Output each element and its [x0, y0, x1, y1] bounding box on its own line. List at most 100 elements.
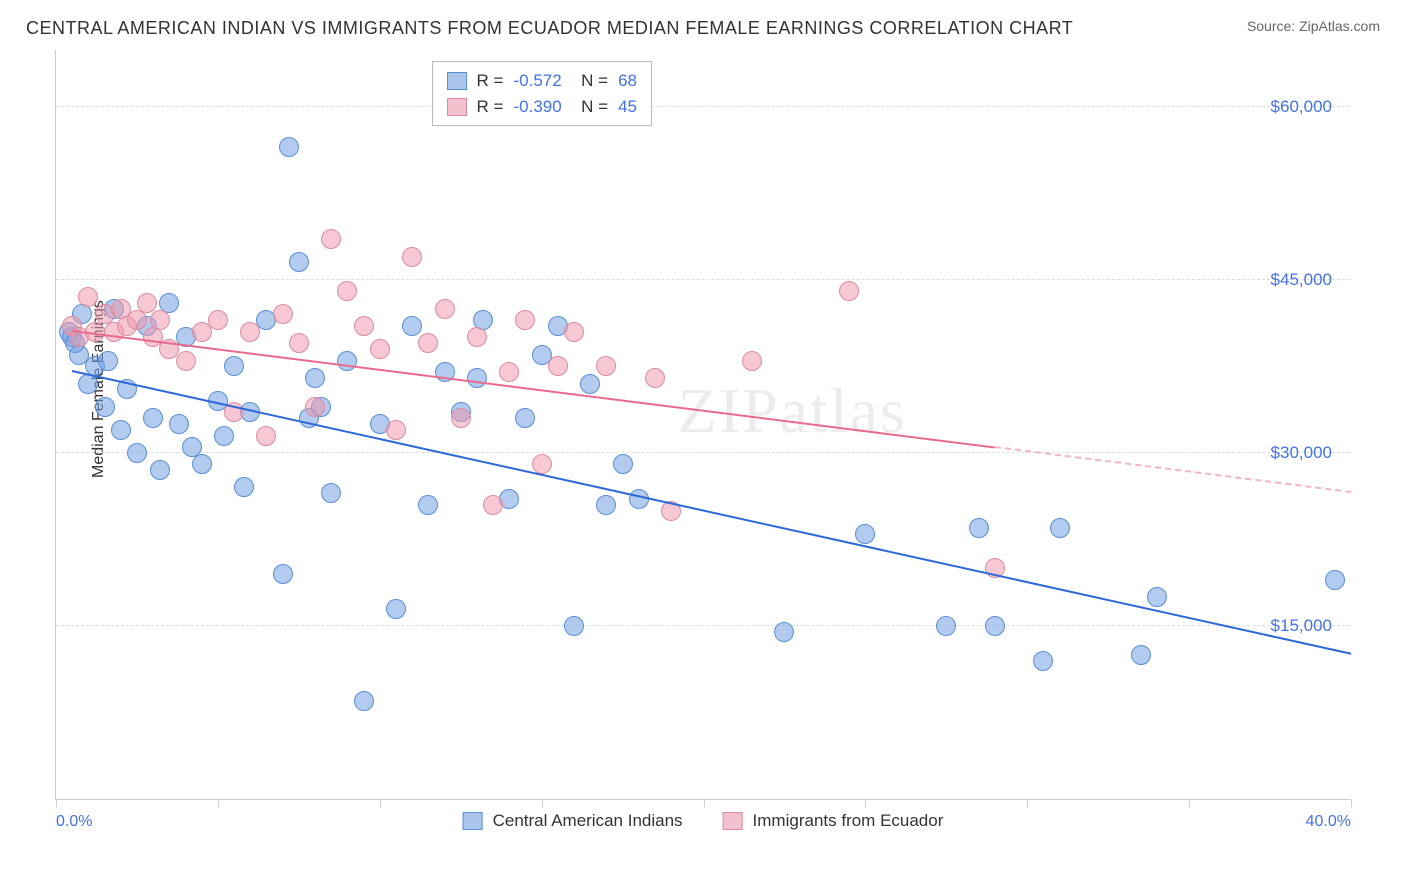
data-point: [289, 252, 309, 272]
data-point: [150, 460, 170, 480]
data-point: [234, 477, 254, 497]
legend-r-value: -0.572: [513, 68, 561, 94]
x-tick: [56, 799, 57, 807]
x-tick-label: 0.0%: [56, 813, 92, 831]
legend-stats-row: R = -0.390 N = 45: [447, 94, 637, 120]
y-tick-label: $60,000: [1271, 97, 1332, 117]
y-tick-label: $15,000: [1271, 616, 1332, 636]
data-point: [596, 495, 616, 515]
source-label: Source: ZipAtlas.com: [1247, 18, 1380, 34]
data-point: [936, 616, 956, 636]
data-point: [1033, 651, 1053, 671]
legend-n-value: 68: [618, 68, 637, 94]
data-point: [483, 495, 503, 515]
legend-series-label: Central American Indians: [493, 811, 683, 831]
x-tick: [1189, 799, 1190, 807]
data-point: [127, 310, 147, 330]
legend-n-value: 45: [618, 94, 637, 120]
data-point: [78, 287, 98, 307]
chart-title: CENTRAL AMERICAN INDIAN VS IMMIGRANTS FR…: [26, 18, 1073, 39]
data-point: [321, 229, 341, 249]
header: CENTRAL AMERICAN INDIAN VS IMMIGRANTS FR…: [0, 0, 1406, 39]
data-point: [354, 691, 374, 711]
data-point: [98, 351, 118, 371]
data-point: [111, 420, 131, 440]
data-point: [386, 420, 406, 440]
legend-swatch: [463, 812, 483, 830]
x-tick: [704, 799, 705, 807]
x-tick: [1351, 799, 1352, 807]
data-point: [214, 426, 234, 446]
data-point: [169, 414, 189, 434]
data-point: [143, 408, 163, 428]
data-point: [451, 408, 471, 428]
data-point: [467, 368, 487, 388]
legend-swatch: [447, 72, 467, 90]
data-point: [95, 397, 115, 417]
x-tick: [542, 799, 543, 807]
gridline: [56, 452, 1350, 453]
plot-area: $15,000$30,000$45,000$60,0000.0%40.0%ZIP…: [55, 50, 1350, 800]
data-point: [435, 299, 455, 319]
gridline: [56, 279, 1350, 280]
data-point: [418, 495, 438, 515]
gridline: [56, 106, 1350, 107]
data-point: [742, 351, 762, 371]
data-point: [137, 293, 157, 313]
data-point: [273, 304, 293, 324]
legend-r-value: -0.390: [513, 94, 561, 120]
legend-n-label: N =: [572, 94, 608, 120]
legend-series-item: Central American Indians: [463, 811, 683, 831]
data-point: [256, 426, 276, 446]
legend-r-label: R =: [477, 94, 504, 120]
x-tick: [865, 799, 866, 807]
y-tick-label: $45,000: [1271, 270, 1332, 290]
data-point: [467, 327, 487, 347]
data-point: [774, 622, 794, 642]
legend-r-label: R =: [477, 68, 504, 94]
x-tick: [380, 799, 381, 807]
legend-series-label: Immigrants from Ecuador: [753, 811, 944, 831]
data-point: [855, 524, 875, 544]
data-point: [515, 310, 535, 330]
data-point: [564, 322, 584, 342]
data-point: [370, 339, 390, 359]
data-point: [273, 564, 293, 584]
x-tick: [1027, 799, 1028, 807]
data-point: [548, 356, 568, 376]
data-point: [969, 518, 989, 538]
data-point: [564, 616, 584, 636]
data-point: [224, 356, 244, 376]
data-point: [402, 247, 422, 267]
legend-stats: R = -0.572 N = 68R = -0.390 N = 45: [432, 61, 652, 126]
data-point: [279, 137, 299, 157]
data-point: [1050, 518, 1070, 538]
data-point: [1131, 645, 1151, 665]
data-point: [127, 443, 147, 463]
data-point: [289, 333, 309, 353]
data-point: [596, 356, 616, 376]
data-point: [150, 310, 170, 330]
data-point: [402, 316, 422, 336]
data-point: [1325, 570, 1345, 590]
data-point: [418, 333, 438, 353]
data-point: [240, 322, 260, 342]
gridline: [56, 625, 1350, 626]
data-point: [580, 374, 600, 394]
data-point: [176, 351, 196, 371]
data-point: [337, 281, 357, 301]
data-point: [208, 310, 228, 330]
x-tick: [218, 799, 219, 807]
legend-swatch: [723, 812, 743, 830]
data-point: [305, 368, 325, 388]
legend-stats-row: R = -0.572 N = 68: [447, 68, 637, 94]
data-point: [515, 408, 535, 428]
y-tick-label: $30,000: [1271, 443, 1332, 463]
data-point: [613, 454, 633, 474]
legend-n-label: N =: [572, 68, 608, 94]
data-point: [386, 599, 406, 619]
data-point: [321, 483, 341, 503]
data-point: [1147, 587, 1167, 607]
legend-swatch: [447, 98, 467, 116]
data-point: [354, 316, 374, 336]
